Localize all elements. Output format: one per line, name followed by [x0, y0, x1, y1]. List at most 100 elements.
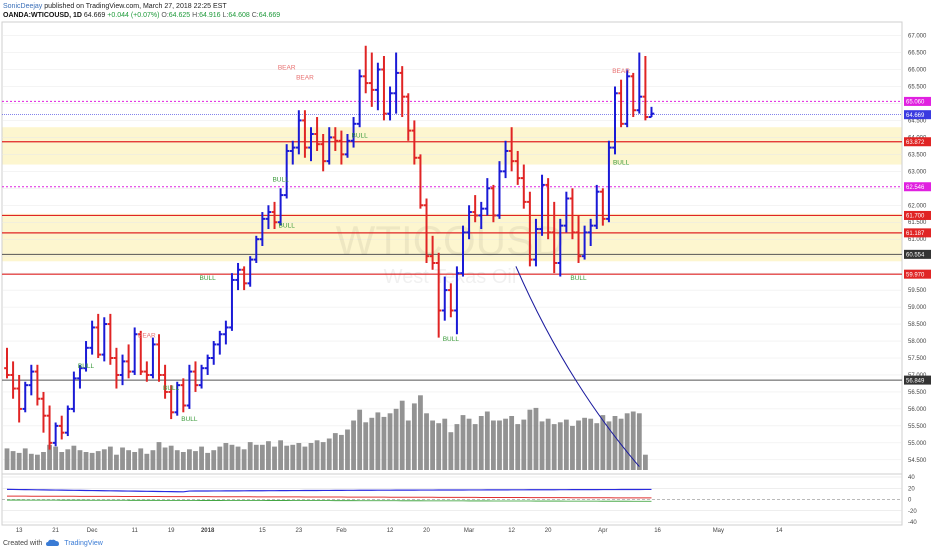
ohlc-bar[interactable]: [22, 381, 29, 413]
ohlc-bar[interactable]: [545, 178, 551, 240]
ohlc-bar[interactable]: [283, 144, 290, 199]
ohlc-bar[interactable]: [320, 134, 326, 172]
ohlc-bar[interactable]: [192, 361, 199, 392]
ohlc-bar[interactable]: [259, 212, 266, 246]
ohlc-bar[interactable]: [119, 354, 126, 386]
ohlc-bar[interactable]: [217, 330, 223, 355]
ohlc-bar[interactable]: [563, 191, 570, 233]
tradingview-brand[interactable]: TradingView: [64, 539, 103, 547]
ohlc-bar[interactable]: [423, 198, 430, 263]
ohlc-bar[interactable]: [569, 188, 576, 240]
ohlc-bar[interactable]: [302, 110, 308, 158]
ohlc-bar[interactable]: [472, 195, 478, 223]
ohlc-bar[interactable]: [356, 69, 363, 128]
ohlc-bar[interactable]: [417, 154, 424, 209]
ohlc-bar[interactable]: [52, 422, 59, 447]
ohlc-bar[interactable]: [484, 178, 491, 216]
ohlc-bar[interactable]: [387, 86, 393, 121]
ohlc-bar[interactable]: [587, 218, 594, 246]
ohlc-bar[interactable]: [174, 381, 181, 416]
ohlc-bar[interactable]: [253, 235, 260, 263]
ohlc-bar[interactable]: [344, 134, 351, 158]
ohlc-bar[interactable]: [83, 341, 89, 372]
ohlc-bar[interactable]: [557, 218, 564, 277]
ohlc-bar[interactable]: [314, 117, 320, 151]
ohlc-bar[interactable]: [10, 361, 16, 399]
ohlc-bar[interactable]: [265, 205, 272, 230]
ohlc-bar[interactable]: [490, 184, 497, 223]
ohlc-bar[interactable]: [362, 45, 369, 94]
ohlc-bar[interactable]: [235, 262, 241, 291]
ohlc-bar[interactable]: [223, 320, 229, 345]
ohlc-bar[interactable]: [247, 256, 253, 287]
ohlc-bar[interactable]: [618, 79, 624, 128]
ohlc-bar[interactable]: [600, 188, 606, 226]
ohlc-bar[interactable]: [521, 164, 527, 209]
ohlc-bar[interactable]: [551, 201, 557, 274]
ohlc-bar[interactable]: [95, 313, 101, 358]
ohlc-bar[interactable]: [71, 371, 77, 413]
ohlc-bar[interactable]: [435, 252, 442, 338]
ohlc-bar[interactable]: [144, 361, 150, 382]
ohlc-bar[interactable]: [460, 225, 466, 277]
ohlc-bar[interactable]: [466, 205, 472, 240]
ohlc-bar[interactable]: [28, 364, 35, 396]
ohlc-bar[interactable]: [150, 337, 156, 379]
ohlc-bar[interactable]: [65, 405, 71, 437]
ohlc-bar[interactable]: [375, 62, 381, 111]
ohlc-bar[interactable]: [308, 127, 314, 162]
ohlc-bar[interactable]: [533, 218, 539, 267]
ohlc-bar[interactable]: [411, 120, 418, 165]
ohlc-bar[interactable]: [89, 320, 95, 355]
ohlc-bar[interactable]: [277, 188, 284, 226]
ohlc-bar[interactable]: [137, 330, 144, 375]
ohlc-bar[interactable]: [107, 313, 114, 365]
ohlc-bar[interactable]: [101, 317, 108, 362]
ohlc-bar[interactable]: [539, 174, 545, 236]
ohlc-bar[interactable]: [180, 378, 187, 413]
ohlc-bar[interactable]: [326, 127, 333, 165]
ohlc-bar[interactable]: [593, 184, 600, 230]
ohlc-bar[interactable]: [405, 93, 412, 141]
ohlc-bar[interactable]: [454, 266, 460, 335]
ohlc-bar[interactable]: [131, 327, 138, 375]
ohlc-bar[interactable]: [156, 334, 162, 382]
ohlc-bar[interactable]: [16, 374, 22, 423]
ohlc-bar[interactable]: [508, 127, 515, 172]
ohlc-bar[interactable]: [441, 276, 448, 321]
ohlc-bar[interactable]: [606, 140, 612, 223]
ohlc-bar[interactable]: [296, 110, 302, 155]
ohlc-bar[interactable]: [4, 347, 10, 379]
ohlc-bar[interactable]: [496, 161, 503, 219]
ohlc-bar[interactable]: [429, 235, 436, 270]
author-name[interactable]: SonicDeejay: [3, 3, 43, 10]
ohlc-bar[interactable]: [241, 266, 247, 291]
ohlc-bar[interactable]: [332, 127, 339, 151]
ohlc-bar[interactable]: [630, 72, 637, 118]
ohlc-bar[interactable]: [46, 405, 53, 450]
ohlc-bar[interactable]: [204, 354, 211, 375]
ohlc-bar[interactable]: [289, 140, 296, 165]
ohlc-bar[interactable]: [186, 364, 193, 409]
ohlc-bar[interactable]: [271, 201, 278, 230]
ohlc-bar[interactable]: [648, 106, 655, 119]
ohlc-bar[interactable]: [34, 364, 41, 406]
ohlc-bar[interactable]: [612, 86, 618, 155]
ohlc-bar[interactable]: [162, 364, 168, 399]
ohlc-bar[interactable]: [58, 415, 65, 440]
ohlc-bar[interactable]: [448, 283, 454, 318]
ohlc-bar[interactable]: [350, 117, 357, 148]
ohlc-bar[interactable]: [77, 364, 83, 389]
ohlc-bar[interactable]: [399, 66, 405, 118]
ohlc-bar[interactable]: [527, 191, 533, 267]
ohlc-bar[interactable]: [478, 201, 485, 230]
ohlc-bar[interactable]: [113, 347, 120, 389]
ohlc-bar[interactable]: [198, 364, 205, 389]
ohlc-bar[interactable]: [624, 69, 630, 128]
ohlc-bar[interactable]: [338, 130, 345, 165]
drawn-curve[interactable]: [515, 266, 640, 467]
ohlc-bar[interactable]: [125, 344, 132, 379]
ohlc-bar[interactable]: [636, 52, 643, 114]
ohlc-bar[interactable]: [575, 215, 582, 263]
